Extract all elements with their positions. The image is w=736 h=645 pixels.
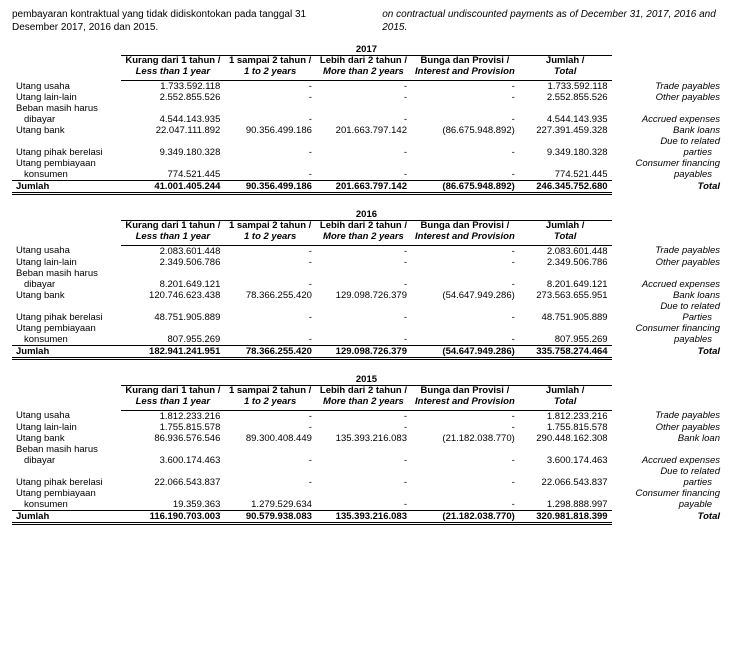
table-row: Utang bank120.746.623.43878.366.255.4201… <box>12 290 724 301</box>
intro-text: pembayaran kontraktual yang tidak didisk… <box>12 8 724 34</box>
table-row-total: Jumlah116.190.703.00390.579.938.083135.3… <box>12 510 724 523</box>
table-row: Utang usaha1.733.592.118---1.733.592.118… <box>12 80 724 92</box>
table-2016: 2016 Kurang dari 1 tahun /Less than 1 ye… <box>12 209 724 360</box>
table-row: dibayar8.201.649.121---8.201.649.121Accr… <box>12 279 724 290</box>
table-row: Utang lain-lain2.349.506.786---2.349.506… <box>12 257 724 268</box>
col-hdr-3: Lebih dari 2 tahun /More than 2 years <box>316 56 411 81</box>
table-row: Utang pihak berelasi9.349.180.328---9.34… <box>12 147 724 158</box>
intro-left: pembayaran kontraktual yang tidak didisk… <box>12 8 354 34</box>
col-hdr-5: Jumlah /Total <box>519 385 612 410</box>
table-row: dibayar4.544.143.935---4.544.143.935Accr… <box>12 114 724 125</box>
table-row: Due to related <box>12 301 724 312</box>
col-hdr-2: 1 sampai 2 tahun /1 to 2 years <box>224 220 316 245</box>
table-row: Beban masih harus <box>12 268 724 279</box>
col-hdr-1: Kurang dari 1 tahun /Less than 1 year <box>121 385 224 410</box>
table-row: Utang bank22.047.111.89290.356.499.18620… <box>12 125 724 136</box>
table-row: Utang pihak berelasi48.751.905.889---48.… <box>12 312 724 323</box>
col-hdr-2: 1 sampai 2 tahun /1 to 2 years <box>224 56 316 81</box>
table-row: Due to related <box>12 136 724 147</box>
col-hdr-4: Bunga dan Provisi /Interest and Provisio… <box>411 220 519 245</box>
table-row-total: Jumlah182.941.241.95178.366.255.420129.0… <box>12 345 724 358</box>
table-row-total: Jumlah41.001.405.24490.356.499.186201.66… <box>12 180 724 193</box>
table-row: Utang usaha2.083.601.448---2.083.601.448… <box>12 245 724 257</box>
table-row: Beban masih harus <box>12 444 724 455</box>
year-header: 2017 <box>121 44 611 56</box>
col-hdr-5: Jumlah /Total <box>519 220 612 245</box>
col-hdr-4: Bunga dan Provisi /Interest and Provisio… <box>411 56 519 81</box>
col-hdr-3: Lebih dari 2 tahun /More than 2 years <box>316 220 411 245</box>
year-header: 2016 <box>121 209 611 221</box>
table-row: Beban masih harus <box>12 103 724 114</box>
table-row: konsumen19.359.3631.279.529.634--1.298.8… <box>12 499 724 511</box>
table-row: konsumen807.955.269---807.955.269payable… <box>12 334 724 346</box>
table-row: dibayar3.600.174.463---3.600.174.463Accr… <box>12 455 724 466</box>
table-row: Due to related <box>12 466 724 477</box>
table-2015: 2015 Kurang dari 1 tahun /Less than 1 ye… <box>12 374 724 525</box>
table-2017: 2017 Kurang dari 1 tahun /Less than 1 ye… <box>12 44 724 195</box>
table-row: Utang bank86.936.576.54689.300.408.44913… <box>12 433 724 444</box>
table-row: Utang lain-lain1.755.815.578---1.755.815… <box>12 422 724 433</box>
table-row: konsumen774.521.445---774.521.445payable… <box>12 169 724 181</box>
table-row: Utang pihak berelasi22.066.543.837---22.… <box>12 477 724 488</box>
col-hdr-3: Lebih dari 2 tahun /More than 2 years <box>316 385 411 410</box>
table-row: Utang pembiayaanConsumer financing <box>12 158 724 169</box>
table-row: Utang lain-lain2.552.855.526---2.552.855… <box>12 92 724 103</box>
table-row: Utang pembiayaanConsumer financing <box>12 323 724 334</box>
col-hdr-4: Bunga dan Provisi /Interest and Provisio… <box>411 385 519 410</box>
col-hdr-1: Kurang dari 1 tahun /Less than 1 year <box>121 56 224 81</box>
intro-right: on contractual undiscounted payments as … <box>382 8 724 34</box>
year-header: 2015 <box>121 374 611 386</box>
table-row: Utang usaha1.812.233.216---1.812.233.216… <box>12 410 724 422</box>
table-row: Utang pembiayaanConsumer financing <box>12 488 724 499</box>
col-hdr-1: Kurang dari 1 tahun /Less than 1 year <box>121 220 224 245</box>
col-hdr-2: 1 sampai 2 tahun /1 to 2 years <box>224 385 316 410</box>
col-hdr-5: Jumlah /Total <box>519 56 612 81</box>
